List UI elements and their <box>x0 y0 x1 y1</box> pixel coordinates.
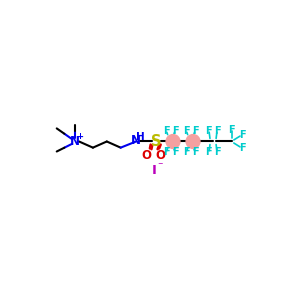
Text: F: F <box>183 147 189 157</box>
Text: ⁻: ⁻ <box>157 161 163 171</box>
Text: F: F <box>239 143 246 153</box>
Text: N: N <box>70 135 80 148</box>
Text: O: O <box>142 149 152 162</box>
Text: N: N <box>131 134 141 147</box>
Text: F: F <box>172 147 178 157</box>
Text: I: I <box>152 164 157 177</box>
Text: F: F <box>163 126 169 136</box>
Circle shape <box>186 135 200 148</box>
Text: F: F <box>205 126 212 136</box>
Circle shape <box>166 135 180 148</box>
Text: F: F <box>192 126 199 136</box>
Text: O: O <box>156 149 166 162</box>
Text: F: F <box>183 126 189 136</box>
Text: S: S <box>151 134 161 149</box>
Text: F: F <box>228 125 235 135</box>
Text: +: + <box>76 132 83 141</box>
Text: F: F <box>172 126 178 136</box>
Text: F: F <box>163 147 169 157</box>
Text: H: H <box>136 132 145 142</box>
Text: F: F <box>205 147 212 157</box>
Text: F: F <box>239 130 246 140</box>
Text: F: F <box>192 147 199 157</box>
Text: F: F <box>214 147 221 157</box>
Text: F: F <box>214 126 221 136</box>
